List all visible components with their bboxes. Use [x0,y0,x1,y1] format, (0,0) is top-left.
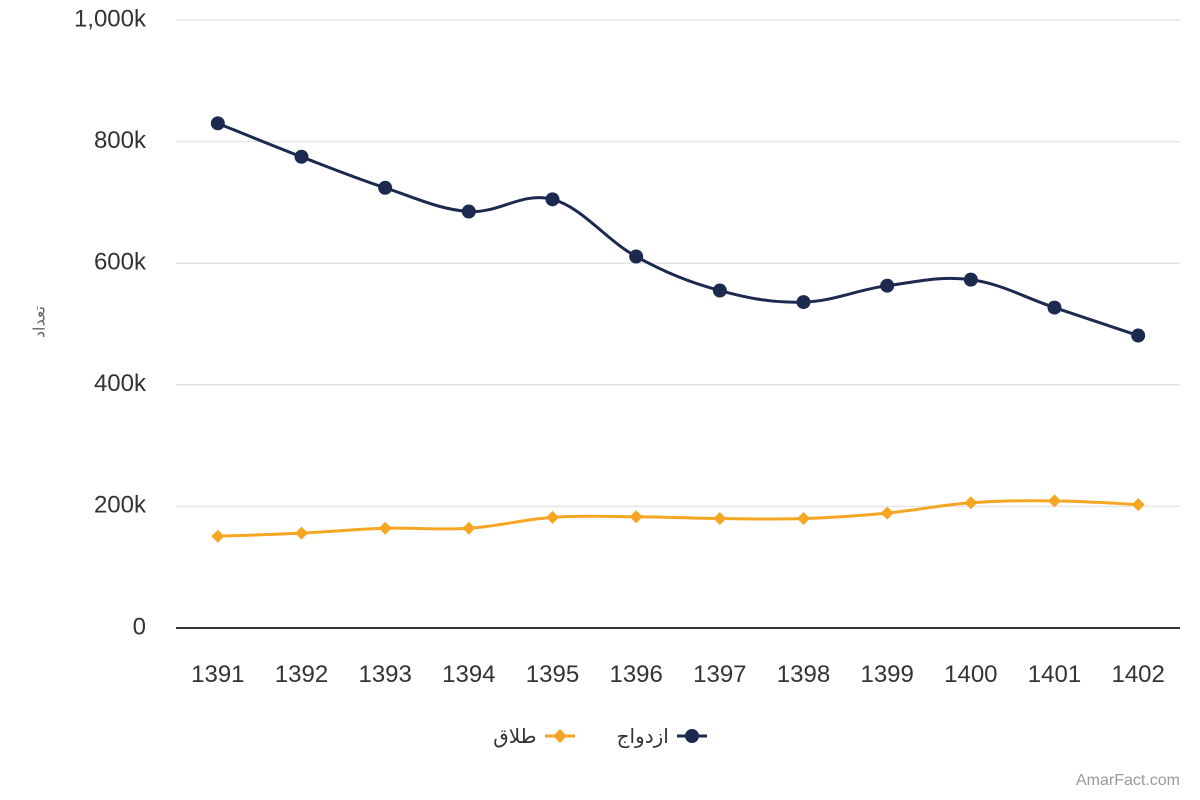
series-0 [210,116,1146,343]
x-tick-label: 1396 [609,661,662,688]
data-point-diamond[interactable] [1048,494,1061,508]
x-tick-label: 1400 [944,661,997,688]
y-tick-label: 400k [94,370,147,397]
x-tick-label: 1401 [1028,661,1081,688]
legend-label-divorce: طلاق [493,724,537,748]
series-line [217,499,1139,538]
series-1 [211,494,1145,543]
legend-marker-diamond-icon [544,729,575,743]
data-point-diamond[interactable] [295,526,308,540]
series-group [210,116,1146,543]
x-tick-label: 1392 [275,661,328,688]
x-tick-label: 1398 [777,661,830,688]
y-tick-label: 0 [133,613,146,640]
data-point-circle[interactable] [210,116,225,131]
data-point-circle[interactable] [712,283,727,298]
legend-label-marriage: ازدواج [616,724,669,748]
data-point-diamond[interactable] [378,521,392,535]
legend-marker-circle-icon [676,729,707,743]
x-tick-label: 1402 [1111,661,1164,688]
data-point-diamond[interactable] [880,506,894,520]
data-point-diamond[interactable] [964,496,978,510]
data-point-circle[interactable] [880,278,895,293]
x-tick-label: 1395 [526,661,579,688]
data-point-circle[interactable] [461,204,476,219]
y-axis-label: تعداد [30,306,49,338]
data-point-diamond[interactable] [462,521,476,535]
y-tick-label: 200k [94,492,147,519]
data-point-diamond[interactable] [211,529,225,543]
series-line [217,121,1139,337]
legend: ازدواج طلاق [0,724,1200,748]
data-point-circle[interactable] [796,295,811,310]
x-axis-ticks: 1391 1392 1393 1394 1395 1396 1397 1398 1399 1400… [191,661,1165,688]
legend-item-marriage[interactable]: ازدواج [617,724,707,748]
data-point-diamond[interactable] [713,512,727,526]
data-point-circle[interactable] [629,249,644,264]
credit-text[interactable]: AmarFact.com [1075,772,1180,789]
x-tick-label: 1394 [442,661,495,688]
data-point-circle[interactable] [294,149,309,164]
data-point-circle[interactable] [545,192,560,207]
data-point-diamond[interactable] [1131,498,1145,512]
y-tick-label: 800k [94,127,147,154]
data-point-circle[interactable] [378,180,393,195]
x-tick-label: 1399 [860,661,913,688]
grid-lines [176,19,1180,508]
y-tick-label: 600k [94,249,147,276]
y-tick-label: 1,000k [74,5,147,32]
data-point-diamond[interactable] [797,512,810,526]
data-point-diamond[interactable] [546,510,559,524]
legend-item-divorce[interactable]: طلاق [493,724,575,748]
data-point-diamond[interactable] [629,510,643,524]
x-tick-label: 1391 [191,661,244,688]
x-tick-label: 1397 [693,661,746,688]
data-point-circle[interactable] [1047,300,1062,315]
y-axis-ticks: 0 200k 400k 600k 800k 1,000k [74,5,147,640]
x-tick-label: 1393 [358,661,411,688]
data-point-circle[interactable] [1131,328,1146,343]
data-point-circle[interactable] [963,272,978,287]
